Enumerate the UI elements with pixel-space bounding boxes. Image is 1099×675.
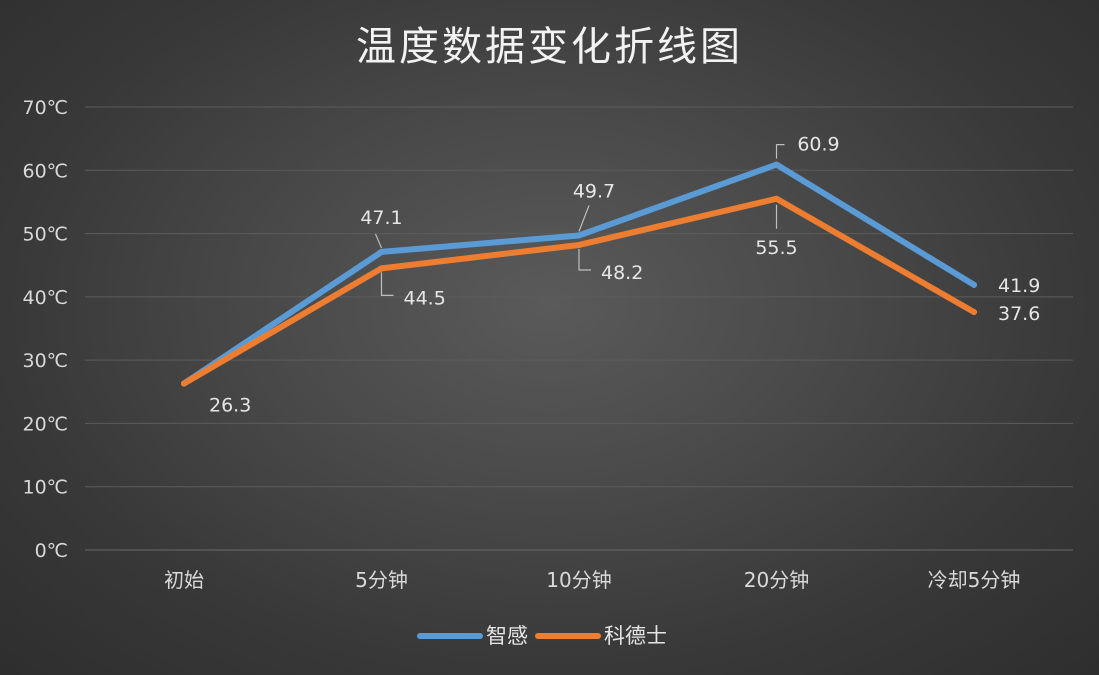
x-tick-label: 10分钟 bbox=[546, 568, 611, 592]
y-tick-label: 10℃ bbox=[22, 477, 68, 499]
chart-title: 温度数据变化折线图 bbox=[356, 24, 743, 70]
y-tick-label: 30℃ bbox=[22, 350, 68, 372]
data-label-leader bbox=[578, 248, 591, 271]
data-point bbox=[576, 241, 582, 248]
data-label: 49.7 bbox=[573, 180, 615, 202]
y-tick-label: 20℃ bbox=[22, 413, 68, 435]
data-point bbox=[773, 161, 780, 168]
y-tick-label: 0℃ bbox=[35, 540, 68, 562]
data-label-leader bbox=[374, 233, 383, 249]
y-tick-label: 40℃ bbox=[22, 287, 68, 309]
x-tick-label: 20分钟 bbox=[744, 568, 809, 592]
data-point bbox=[971, 309, 977, 316]
y-tick-label: 50℃ bbox=[22, 224, 68, 246]
data-point bbox=[378, 265, 385, 272]
legend-label: 科德士 bbox=[604, 624, 667, 648]
x-tick-label: 冷却5分钟 bbox=[928, 568, 1021, 592]
data-label: 55.5 bbox=[755, 237, 797, 259]
data-point bbox=[378, 248, 385, 255]
data-point bbox=[773, 195, 780, 202]
data-label: 47.1 bbox=[360, 207, 402, 229]
legend-label: 智感 bbox=[486, 624, 528, 648]
data-point bbox=[576, 232, 582, 239]
x-tick-label: 5分钟 bbox=[355, 568, 408, 592]
data-label-leader bbox=[578, 205, 590, 232]
data-label: 60.9 bbox=[797, 134, 839, 156]
data-label: 48.2 bbox=[601, 262, 643, 284]
series-line-1 bbox=[181, 195, 977, 387]
data-label-leader bbox=[380, 272, 394, 296]
data-point bbox=[971, 281, 977, 288]
y-tick-label: 60℃ bbox=[22, 160, 68, 182]
x-tick-label: 初始 bbox=[164, 568, 204, 592]
y-tick-label: 70℃ bbox=[22, 97, 68, 119]
data-label: 41.9 bbox=[998, 275, 1040, 297]
data-label: 44.5 bbox=[404, 287, 446, 309]
data-label: 26.3 bbox=[209, 395, 251, 417]
data-label-leader bbox=[775, 143, 785, 159]
data-label: 37.6 bbox=[998, 303, 1040, 325]
gridlines bbox=[85, 106, 1073, 551]
data-point bbox=[181, 380, 187, 387]
